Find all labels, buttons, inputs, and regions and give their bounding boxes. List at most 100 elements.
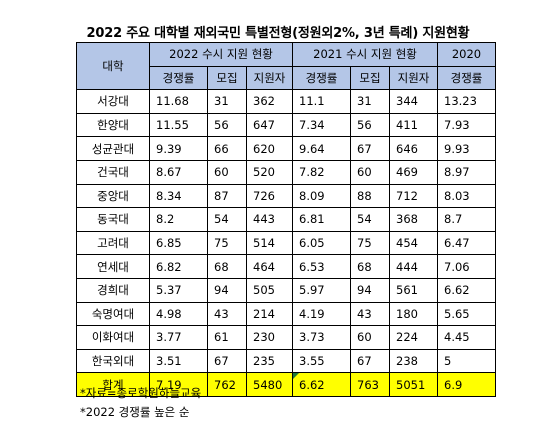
school-name-cell: 이화여대 [76, 325, 150, 350]
value-cell: 5 [437, 348, 496, 374]
value-cell: 362 [246, 89, 293, 114]
source-note: *자료=종로학원하늘교육 [80, 386, 202, 400]
value-cell: 5051 [389, 372, 438, 397]
value-cell: 67 [350, 136, 390, 161]
application-stats-table: 대학 2022 수시 지원 현황 2021 수시 지원 현황 2020 경쟁률 … [76, 41, 496, 397]
value-cell: 8.03 [437, 183, 496, 209]
value-cell: 7.82 [292, 159, 351, 185]
value-cell: 68 [350, 254, 390, 279]
value-cell: 8.97 [437, 159, 496, 185]
value-cell: 56 [350, 112, 390, 138]
value-cell: 6.82 [149, 254, 208, 279]
subcol-header: 모집 [350, 65, 390, 91]
subcol-header: 모집 [207, 65, 247, 91]
value-cell: 620 [246, 136, 293, 161]
value-cell: 60 [350, 325, 390, 350]
value-cell: 505 [246, 277, 293, 303]
table-row: 중앙대 8.34 87 726 8.09 88 712 8.03 [76, 183, 496, 209]
value-cell: 4.45 [437, 325, 496, 350]
value-cell: 6.47 [437, 230, 496, 256]
value-cell: 9.64 [292, 136, 351, 161]
table-row: 건국대 8.67 60 520 7.82 60 469 8.97 [76, 159, 496, 185]
value-cell: 520 [246, 159, 293, 185]
value-cell: 43 [350, 301, 390, 327]
school-name-cell: 중앙대 [76, 183, 150, 209]
value-cell: 6.81 [292, 207, 351, 232]
value-cell: 11.68 [149, 89, 208, 114]
value-cell: 5.97 [292, 277, 351, 303]
value-cell: 5.37 [149, 277, 208, 303]
value-cell: 411 [389, 112, 438, 138]
value-cell: 9.39 [149, 136, 208, 161]
value-cell: 7.19 [149, 372, 208, 397]
value-cell: 6.53 [292, 254, 351, 279]
value-cell: 454 [389, 230, 438, 256]
value-cell: 75 [207, 230, 247, 256]
table-row: 성균관대 9.39 66 620 9.64 67 646 9.93 [76, 136, 496, 161]
school-column-header: 대학 [76, 41, 150, 91]
value-cell: 9.93 [437, 136, 496, 161]
value-cell: 214 [246, 301, 293, 327]
value-cell: 54 [207, 207, 247, 232]
value-cell: 54 [350, 207, 390, 232]
value-cell: 180 [389, 301, 438, 327]
value-cell: 7.93 [437, 112, 496, 138]
school-name-cell: 고려대 [76, 230, 150, 256]
value-cell: 762 [207, 372, 247, 397]
value-cell: 712 [389, 183, 438, 209]
value-cell: 7.06 [437, 254, 496, 279]
table-row: 경희대 5.37 94 505 5.97 94 561 6.62 [76, 277, 496, 303]
value-cell: 368 [389, 207, 438, 232]
group-header-2022: 2022 수시 지원 현황 [149, 42, 293, 67]
value-cell: 67 [207, 348, 247, 374]
value-cell: 88 [350, 183, 390, 209]
value-cell: 43 [207, 301, 247, 327]
value-cell: 87 [207, 183, 247, 209]
value-cell: 94 [350, 277, 390, 303]
total-row: 합계 7.19 762 5480 6.62 763 5051 6.9 [76, 372, 496, 397]
value-cell: 238 [389, 348, 438, 374]
table-row: 서강대 11.68 31 362 11.1 31 344 13.23 [76, 89, 496, 114]
value-cell: 646 [389, 136, 438, 161]
school-name-cell: 동국대 [76, 207, 150, 232]
value-cell: 6.85 [149, 230, 208, 256]
school-name-cell: 서강대 [76, 89, 150, 114]
table-row: 고려대 6.85 75 514 6.05 75 454 6.47 [76, 230, 496, 256]
value-cell: 31 [207, 89, 247, 114]
school-name-cell: 한양대 [76, 112, 150, 138]
table-row: 한국외대 3.51 67 235 3.55 67 238 5 [76, 348, 496, 374]
school-name-cell: 건국대 [76, 159, 150, 185]
value-cell: 66 [207, 136, 247, 161]
subcol-header: 경쟁률 [437, 65, 496, 91]
subcol-header: 경쟁률 [292, 65, 351, 91]
value-cell: 11.55 [149, 112, 208, 138]
value-cell: 8.34 [149, 183, 208, 209]
value-cell: 67 [350, 348, 390, 374]
page-title: 2022 주요 대학별 재외국민 특별전형(정원외2%, 3년 특례) 지원현황 [86, 26, 470, 41]
school-name-cell: 한국외대 [76, 348, 150, 374]
value-cell: 75 [350, 230, 390, 256]
value-cell: 6.62 [437, 277, 496, 303]
table-row: 연세대 6.82 68 464 6.53 68 444 7.06 [76, 254, 496, 279]
value-cell: 5.65 [437, 301, 496, 327]
value-cell: 344 [389, 89, 438, 114]
value-cell: 11.1 [292, 89, 351, 114]
value-cell: 443 [246, 207, 293, 232]
value-cell: 8.67 [149, 159, 208, 185]
value-cell: 464 [246, 254, 293, 279]
value-cell: 31 [350, 89, 390, 114]
subcol-header: 지원자 [389, 65, 438, 91]
school-name-cell: 연세대 [76, 254, 150, 279]
value-cell: 561 [389, 277, 438, 303]
value-cell: 230 [246, 325, 293, 350]
subcol-header: 지원자 [246, 65, 293, 91]
subcol-header: 경쟁률 [149, 65, 208, 91]
value-cell: 444 [389, 254, 438, 279]
table-row: 동국대 8.2 54 443 6.81 54 368 8.7 [76, 207, 496, 232]
value-cell: 469 [389, 159, 438, 185]
value-cell: 13.23 [437, 89, 496, 114]
table-body: 서강대 11.68 31 362 11.1 31 344 13.23 한양대 11.55 56 647… [76, 89, 496, 397]
value-cell: 8.7 [437, 207, 496, 232]
sort-note: *2022 경쟁률 높은 순 [80, 405, 190, 419]
value-cell: 4.19 [292, 301, 351, 327]
